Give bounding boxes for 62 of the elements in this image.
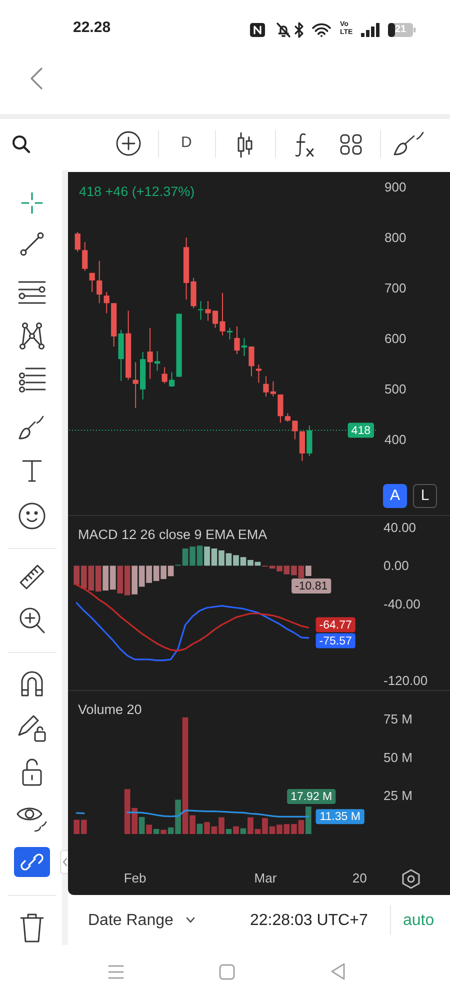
candlestick — [96, 260, 102, 304]
y-tick-label: 500 — [384, 381, 406, 396]
y-tick-label: -40.00 — [384, 596, 420, 612]
candlestick — [154, 350, 160, 372]
y-tick-label: 75 M — [384, 712, 412, 727]
y-tick-label: 700 — [384, 280, 406, 296]
candlestick — [74, 232, 80, 252]
candlestick — [234, 326, 240, 355]
text: Date Range — [88, 911, 174, 930]
y-tick-label: 400 — [384, 432, 406, 447]
candlestick — [292, 420, 298, 440]
y-tick-label: 25 M — [384, 788, 412, 804]
y-tick-label: 50 M — [384, 750, 412, 765]
bar — [160, 830, 166, 834]
candlestick — [226, 327, 233, 340]
text: D — [181, 134, 192, 152]
text: L — [413, 484, 437, 508]
data-label: -64.77 — [319, 619, 352, 632]
bar — [226, 828, 232, 834]
candlestick — [132, 362, 138, 409]
candlestick — [104, 292, 110, 314]
x-tick-label: Feb — [124, 870, 146, 886]
candlestick — [278, 394, 284, 424]
text: auto — [403, 911, 434, 930]
candlestick — [82, 242, 88, 272]
candlestick — [299, 430, 305, 462]
candlestick — [168, 372, 175, 388]
candlestick — [248, 346, 254, 377]
bar — [240, 828, 246, 834]
y-tick-label: 40.00 — [384, 520, 416, 535]
candlestick — [147, 327, 153, 380]
bar — [233, 826, 239, 834]
ref-line-label: 418 — [351, 424, 370, 437]
candlestick — [241, 337, 248, 357]
y-tick-label: 0.00 — [384, 558, 409, 574]
data-label: -10.81 — [295, 580, 328, 593]
line-series — [76, 602, 310, 662]
bar — [138, 816, 145, 834]
bar — [306, 806, 312, 834]
data-label: 17.92 M — [290, 791, 332, 804]
bar — [146, 824, 152, 834]
y-tick-label: 800 — [384, 230, 406, 246]
x-tick-label: 20 — [352, 870, 367, 886]
text: 22:28:03 UTC+7 — [250, 911, 368, 930]
candlestick — [162, 366, 168, 384]
x-tick-label: Mar — [254, 870, 278, 886]
text: Volume 20 — [78, 702, 142, 717]
text: MACD 12 26 close 9 EMA EMA — [78, 527, 268, 542]
data-label: 11.35 M — [320, 811, 360, 824]
bar — [153, 828, 160, 834]
bar — [196, 824, 203, 834]
candlestick — [89, 272, 95, 293]
y-tick-label: -120.00 — [384, 672, 428, 688]
data-label: -75.57 — [319, 635, 352, 648]
y-tick-label: 600 — [384, 330, 406, 346]
candlestick — [198, 300, 204, 320]
text: 418 +46 (+12.37%) — [79, 184, 195, 199]
bar — [306, 566, 312, 576]
text: 22.28 — [73, 19, 111, 37]
y-tick-label: 900 — [384, 180, 406, 195]
candlestick — [256, 364, 262, 384]
text: A — [383, 484, 407, 508]
